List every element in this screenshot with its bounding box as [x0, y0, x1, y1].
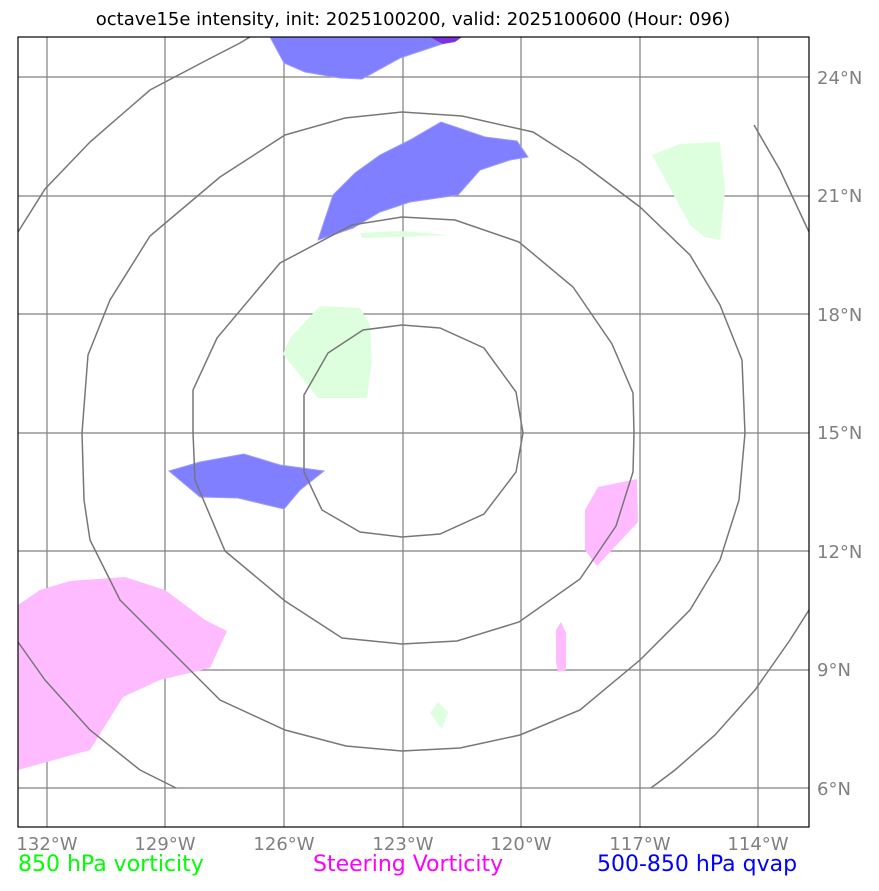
range-ring — [192, 216, 635, 645]
lat-label: 18°N — [817, 305, 862, 326]
latitude-labels: 24°N 21°N 18°N 15°N 12°N 9°N 6°N — [817, 68, 862, 800]
vorticity-area — [283, 306, 372, 398]
range-ring — [650, 609, 809, 789]
qvap-area — [167, 453, 326, 510]
lat-label: 24°N — [817, 68, 862, 89]
steering-vorticity-area — [556, 622, 566, 672]
lon-label: 120°W — [490, 834, 551, 855]
lon-label: 114°W — [727, 834, 788, 855]
steering-vorticity-fields — [18, 479, 638, 770]
range-ring — [753, 124, 809, 233]
lon-label: 129°W — [134, 834, 195, 855]
legend-vorticity: 850 hPa vorticity — [18, 852, 204, 877]
qvap-fields — [167, 37, 529, 510]
range-rings — [18, 37, 809, 789]
lon-label: 132°W — [16, 834, 77, 855]
legend-steering-vorticity: Steering Vorticity — [313, 852, 504, 877]
lat-label: 9°N — [817, 660, 851, 681]
vorticity-850-fields — [283, 142, 725, 729]
range-ring — [81, 111, 746, 752]
lat-label: 21°N — [817, 186, 862, 207]
lon-label: 123°W — [372, 834, 433, 855]
longitude-labels: 132°W 129°W 126°W 123°W 120°W 117°W 114°… — [16, 834, 788, 855]
lat-label: 15°N — [817, 423, 862, 444]
vorticity-area — [360, 231, 450, 238]
legend-qvap: 500-850 hPa qvap — [597, 852, 798, 877]
lat-label: 12°N — [817, 542, 862, 563]
range-ring — [303, 324, 524, 538]
lat-label: 6°N — [817, 779, 851, 800]
lon-label: 117°W — [609, 834, 670, 855]
range-ring — [18, 641, 177, 789]
qvap-peak-area — [430, 37, 462, 44]
lon-label: 126°W — [253, 834, 314, 855]
steering-vorticity-area — [18, 577, 227, 770]
map-title: octave15e intensity, init: 2025100200, v… — [95, 9, 731, 30]
qvap-area — [317, 121, 529, 241]
map-frame — [17, 36, 810, 828]
range-ring — [18, 37, 251, 233]
vorticity-area — [430, 702, 448, 729]
steering-vorticity-area — [585, 479, 638, 566]
vorticity-area — [652, 142, 725, 240]
